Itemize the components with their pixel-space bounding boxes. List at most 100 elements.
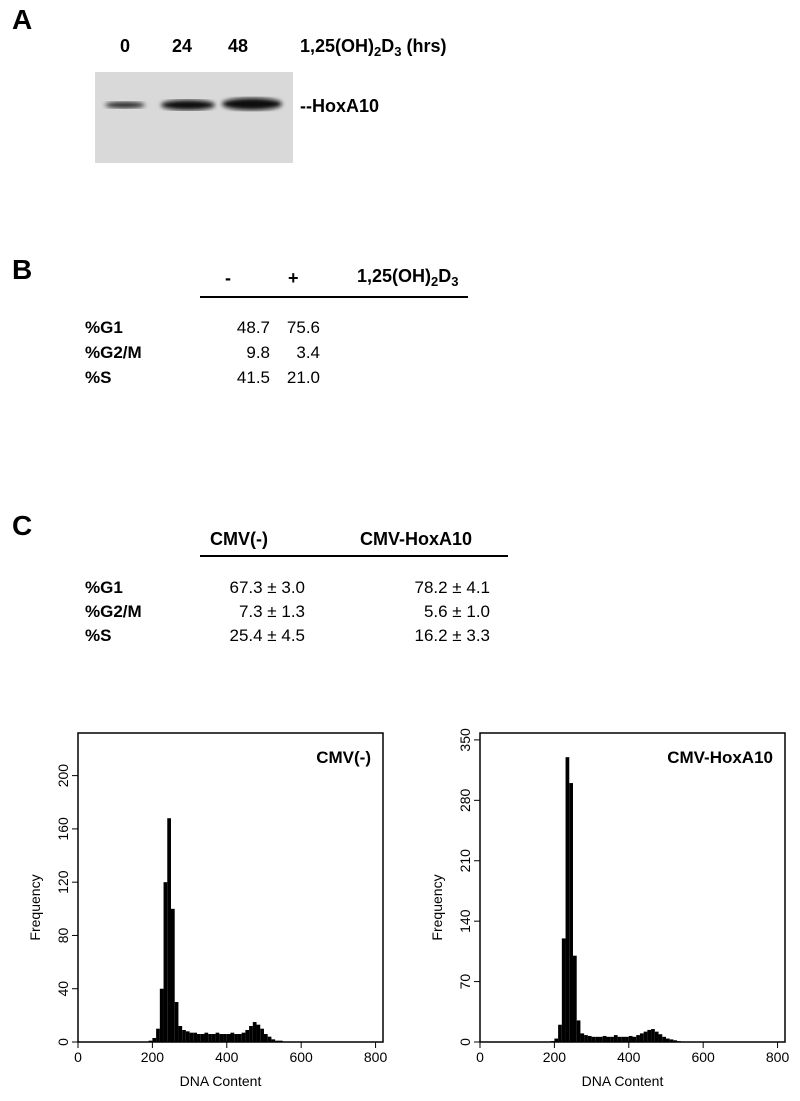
cell: 7.3 ± 1.3	[238, 602, 305, 621]
cell: 16.2 ± 3.3	[414, 626, 491, 645]
y-tick-label: 140	[457, 909, 473, 933]
bar	[252, 1022, 257, 1042]
bar	[576, 1020, 581, 1042]
x-tick-label: 800	[766, 1049, 790, 1065]
header: +	[288, 268, 299, 288]
x-tick-label: 200	[543, 1049, 567, 1065]
bar	[260, 1028, 264, 1042]
bar	[561, 938, 566, 1042]
bar	[163, 882, 168, 1042]
y-tick-label: 120	[55, 870, 71, 894]
panel-label: C	[12, 510, 33, 541]
bar	[226, 1034, 231, 1042]
bar	[174, 1002, 179, 1042]
bar	[572, 955, 577, 1042]
time-point: 0	[120, 36, 131, 56]
plot-title: CMV(-)	[316, 748, 371, 767]
band-label: --HoxA10	[300, 96, 380, 116]
y-tick-label: 40	[55, 981, 71, 997]
bar	[263, 1034, 268, 1042]
bar	[237, 1034, 242, 1042]
bar	[665, 1038, 670, 1042]
treatment-label: 1,25(OH)2D3 (hrs)	[300, 36, 447, 59]
x-axis-label: DNA Content	[180, 1073, 262, 1089]
bar	[197, 1034, 201, 1042]
x-tick-label: 0	[74, 1049, 82, 1065]
cell: 21.0	[286, 368, 320, 387]
x-axis-label: DNA Content	[582, 1073, 664, 1089]
plot-frame	[77, 732, 384, 1043]
bar	[234, 1034, 238, 1042]
panel-label: A	[12, 4, 33, 35]
y-tick-label: 0	[457, 1038, 473, 1046]
bar	[271, 1039, 276, 1042]
bar	[591, 1036, 596, 1042]
text: 1,25(OH)	[357, 266, 432, 286]
row-label: %G2/M	[85, 343, 142, 362]
text: (hrs)	[401, 36, 447, 56]
cell: 48.7	[236, 318, 270, 337]
bar	[647, 1029, 652, 1042]
text: D	[438, 266, 452, 286]
cell: 67.3 ± 3.0	[229, 578, 306, 597]
y-axis-label: Frequency	[429, 874, 445, 940]
row-label: %S	[85, 626, 112, 645]
row-label: %G1	[85, 578, 123, 597]
bar	[230, 1032, 235, 1042]
bar	[662, 1036, 666, 1042]
bar	[569, 783, 573, 1042]
rule	[200, 555, 508, 557]
bar	[636, 1035, 640, 1042]
bar	[219, 1034, 224, 1042]
time-point: 48	[228, 36, 249, 56]
y-tick-label: 0	[55, 1038, 71, 1046]
header: CMV-HoxA10	[360, 529, 473, 549]
bar	[193, 1032, 198, 1042]
bar	[677, 1041, 681, 1042]
bar	[658, 1034, 663, 1042]
bar	[651, 1029, 655, 1042]
bar	[610, 1036, 614, 1042]
bar	[587, 1035, 592, 1042]
y-tick-label: 210	[457, 849, 473, 873]
bar	[223, 1034, 227, 1042]
y-tick-label: 350	[457, 728, 473, 752]
bar	[558, 1024, 562, 1042]
panel-label: B	[12, 254, 33, 285]
bar	[613, 1035, 618, 1042]
bar	[241, 1032, 246, 1042]
bar	[625, 1036, 629, 1042]
x-tick-label: 600	[289, 1049, 313, 1065]
bar	[639, 1033, 644, 1042]
text: 2	[374, 44, 382, 59]
bar	[215, 1032, 220, 1042]
bar	[599, 1036, 603, 1042]
y-tick-label: 70	[457, 974, 473, 990]
bar	[628, 1035, 633, 1042]
bar	[159, 988, 164, 1042]
text: 1,25(OH)	[300, 36, 375, 56]
cell: 75.6	[286, 318, 320, 337]
cell: 78.2 ± 4.1	[414, 578, 491, 597]
bar	[167, 818, 171, 1042]
bar	[554, 1038, 559, 1042]
bar	[204, 1032, 209, 1042]
cell: 25.4 ± 4.5	[229, 626, 306, 645]
x-tick-label: 400	[215, 1049, 239, 1065]
bar	[211, 1034, 216, 1042]
text: 3	[451, 274, 459, 289]
x-tick-label: 400	[617, 1049, 641, 1065]
bar	[185, 1031, 190, 1042]
row-label: %G2/M	[85, 602, 142, 621]
x-tick-label: 200	[141, 1049, 165, 1065]
x-tick-label: 600	[691, 1049, 715, 1065]
bar	[267, 1036, 272, 1042]
bar	[152, 1038, 157, 1042]
bar	[606, 1036, 611, 1042]
bar	[275, 1040, 279, 1042]
cell: 9.8	[246, 343, 270, 362]
bar	[669, 1039, 674, 1042]
treatment-label: 1,25(OH)2D3	[357, 266, 459, 289]
cell: 41.5	[236, 368, 270, 387]
